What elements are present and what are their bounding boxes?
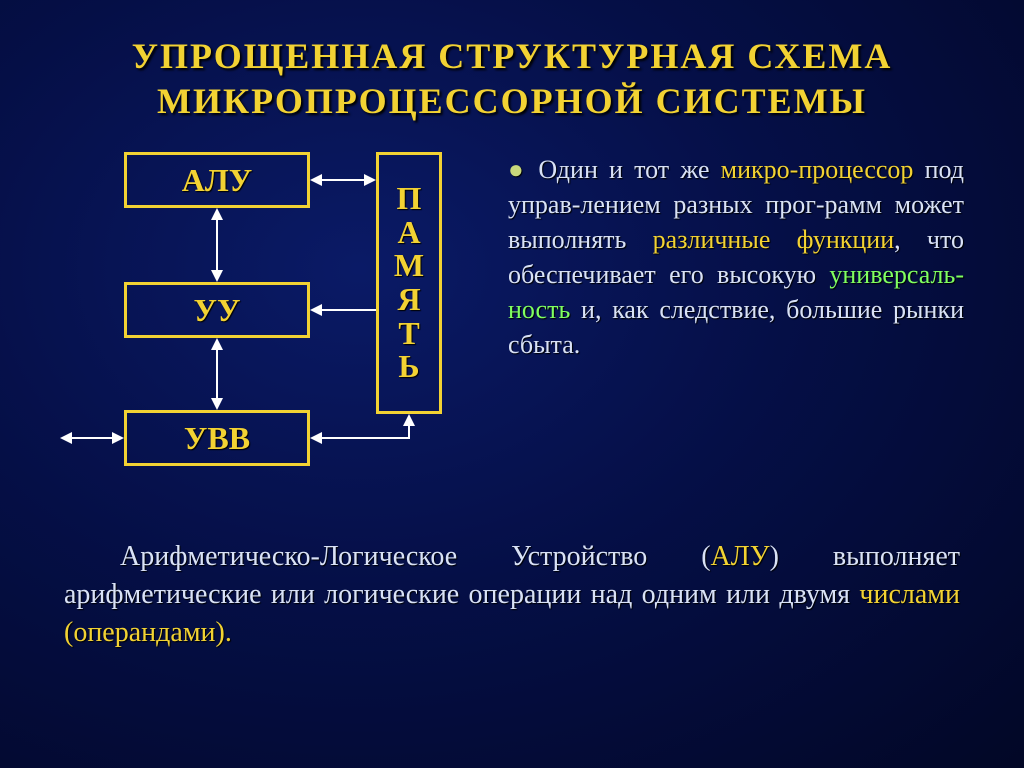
node-memory: П А М Я Т Ь [376,152,442,414]
mem-l5: Ь [398,350,419,384]
content-row: АЛУ УУ УВВ П А М Я Т Ь [60,152,964,512]
arrow-alu-uu-head-d [211,270,223,282]
arrow-mem-uu-line [322,309,376,311]
node-alu: АЛУ [124,152,310,208]
slide: УПРОЩЕННАЯ СТРУКТУРНАЯ СХЕМА МИКРОПРОЦЕС… [0,0,1024,768]
node-uvv-label: УВВ [184,420,250,457]
arrow-uvv-ext-head-l [60,432,72,444]
mem-l0: П [397,182,422,216]
bullet-icon: ● [508,155,538,184]
right-paragraph: ●Один и тот же микро-процессор под управ… [490,152,964,512]
node-alu-label: АЛУ [182,162,252,199]
rp-seg-3: различные функции [653,225,894,254]
arrow-mem-uu-head [310,304,322,316]
slide-title: УПРОЩЕННАЯ СТРУКТУРНАЯ СХЕМА МИКРОПРОЦЕС… [60,34,964,124]
bp-seg-0: Арифметическо-Логическое Устройство ( [120,541,711,572]
mem-l1: А [397,216,420,250]
arrow-mem-uvv-head-l [310,432,322,444]
arrow-alu-uu-head-u [211,208,223,220]
arrow-alu-mem-head-l [310,174,322,186]
block-diagram: АЛУ УУ УВВ П А М Я Т Ь [60,152,490,512]
title-line-1: УПРОЩЕННАЯ СТРУКТУРНАЯ СХЕМА [60,34,964,79]
arrow-uvv-ext-line [72,437,112,439]
arrow-alu-mem-line [322,179,364,181]
arrow-mem-uvv-head-u [403,414,415,426]
title-line-2: МИКРОПРОЦЕССОРНОЙ СИСТЕМЫ [60,79,964,124]
arrow-alu-mem-head-r [364,174,376,186]
node-uu-label: УУ [194,292,241,329]
arrow-uvv-ext-head-r [112,432,124,444]
arrow-mem-uvv-v [408,426,410,437]
arrow-alu-uu-line [216,220,218,270]
rp-seg-0: Один и тот же [538,155,720,184]
rp-seg-6: и, как следствие, большие рынки сбыта. [508,295,964,359]
mem-l2: М [394,249,424,283]
mem-l3: Я [397,283,420,317]
mem-l4: Т [398,317,419,351]
bottom-paragraph: Арифметическо-Логическое Устройство (АЛУ… [60,538,964,651]
arrow-uu-uvv-head-u [211,338,223,350]
bp-seg-1: АЛУ [711,541,770,572]
node-uvv: УВВ [124,410,310,466]
arrow-mem-uvv-h [322,437,410,439]
arrow-uu-uvv-head-d [211,398,223,410]
node-uu: УУ [124,282,310,338]
arrow-uu-uvv-line [216,350,218,398]
rp-seg-1: микро-процессор [721,155,914,184]
